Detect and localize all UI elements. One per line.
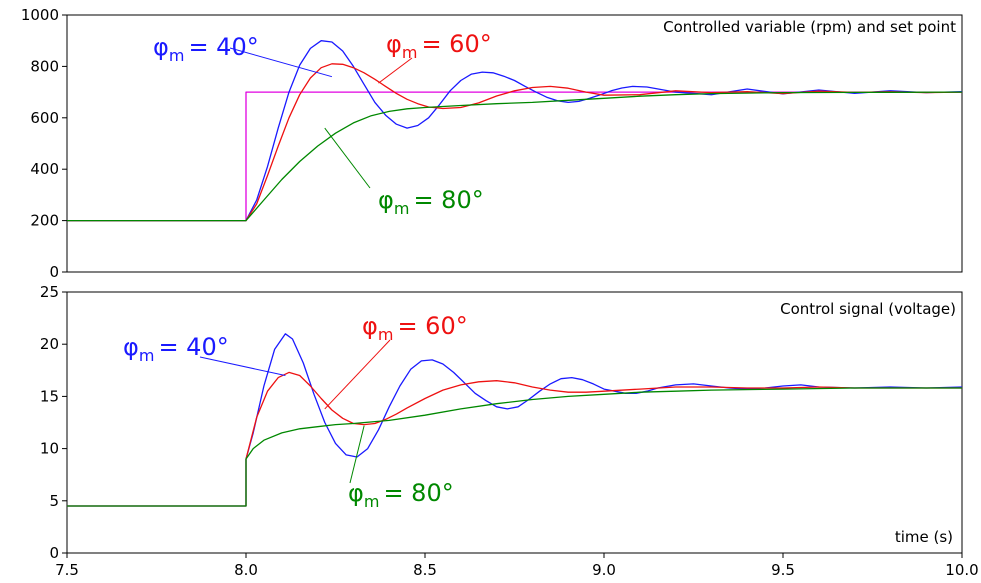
annotation-text: = 60°: [421, 30, 491, 58]
annotation-text: = 40°: [158, 333, 228, 361]
y-tick-label: 5: [49, 492, 59, 510]
annotation-symbol: φ: [378, 186, 394, 214]
series-line: [67, 91, 962, 222]
plot-frame: [66, 14, 963, 273]
x-tick-label: 8.5: [413, 561, 437, 579]
annotation-leader-line: [324, 339, 391, 410]
x-tick-label: 9.5: [771, 561, 795, 579]
x-axis-ticks: 7.5 8.0 8.5 9.0 9.5 10.0: [55, 553, 979, 579]
y-tick-label: 600: [30, 109, 59, 127]
panel-title: Control signal (voltage): [780, 300, 956, 318]
annotation-text: = 80°: [413, 186, 483, 214]
series-line: [67, 63, 963, 222]
x-tick-label: 9.0: [592, 561, 616, 579]
y-tick-label: 1000: [21, 6, 59, 24]
annotation-text: = 60°: [397, 312, 467, 340]
y-axis-ticks: 0 200 400 600 800 1000: [21, 6, 67, 281]
annotation-subscript: m: [139, 346, 155, 365]
annotation-label: φm = 40°: [153, 33, 259, 65]
annotation-symbol: φ: [153, 33, 169, 61]
series-group: [67, 333, 963, 507]
annotation-text: = 40°: [188, 33, 258, 61]
annotation-subscript: m: [169, 46, 185, 65]
annotation-subscript: m: [402, 43, 418, 62]
series-line: [67, 91, 963, 222]
annotation-leader-line: [199, 356, 286, 377]
annotation-label: φm = 60°: [362, 312, 468, 344]
annotations-group: φm= 40°φm= 60°φm= 80°: [153, 30, 492, 218]
annotation-subscript: m: [394, 199, 410, 218]
annotation-symbol: φ: [362, 312, 378, 340]
x-tick-label: 10.0: [945, 561, 978, 579]
x-axis-label: time (s): [895, 528, 953, 546]
series-line: [67, 387, 962, 507]
x-tick-label: 8.0: [234, 561, 258, 579]
y-tick-label: 200: [30, 212, 59, 230]
y-tick-label: 0: [49, 263, 59, 281]
y-tick-label: 15: [40, 387, 59, 405]
annotation-symbol: φ: [386, 30, 402, 58]
plot-frame: [66, 291, 963, 554]
y-tick-label: 800: [30, 57, 59, 75]
y-tick-label: 20: [40, 335, 59, 353]
annotation-symbol: φ: [123, 333, 139, 361]
annotation-label: φm = 80°: [378, 186, 484, 218]
series-group: [67, 40, 963, 222]
x-tick-label: 7.5: [55, 561, 79, 579]
y-axis-ticks: 0 5 10 15 20 25: [40, 283, 67, 562]
y-tick-label: 10: [40, 440, 59, 458]
y-tick-label: 25: [40, 283, 59, 301]
series-line: [67, 40, 963, 222]
annotation-leader-line: [378, 57, 413, 84]
annotation-label: φm = 60°: [386, 30, 492, 62]
annotation-label: φm = 40°: [123, 333, 229, 365]
series-line: [67, 371, 962, 507]
annotation-text: = 80°: [383, 479, 453, 507]
annotation-leader-line: [349, 425, 365, 484]
annotation-symbol: φ: [348, 479, 364, 507]
annotation-leader-line: [324, 127, 371, 189]
annotation-subscript: m: [378, 325, 394, 344]
y-tick-label: 0: [49, 544, 59, 562]
annotation-leader-line: [229, 47, 333, 78]
annotations-group: φm= 40°φm= 60°φm= 80°: [123, 312, 468, 511]
annotation-subscript: m: [364, 492, 380, 511]
panel-title: Controlled variable (rpm) and set point: [663, 18, 956, 36]
y-tick-label: 400: [30, 160, 59, 178]
annotation-label: φm = 80°: [348, 479, 454, 511]
